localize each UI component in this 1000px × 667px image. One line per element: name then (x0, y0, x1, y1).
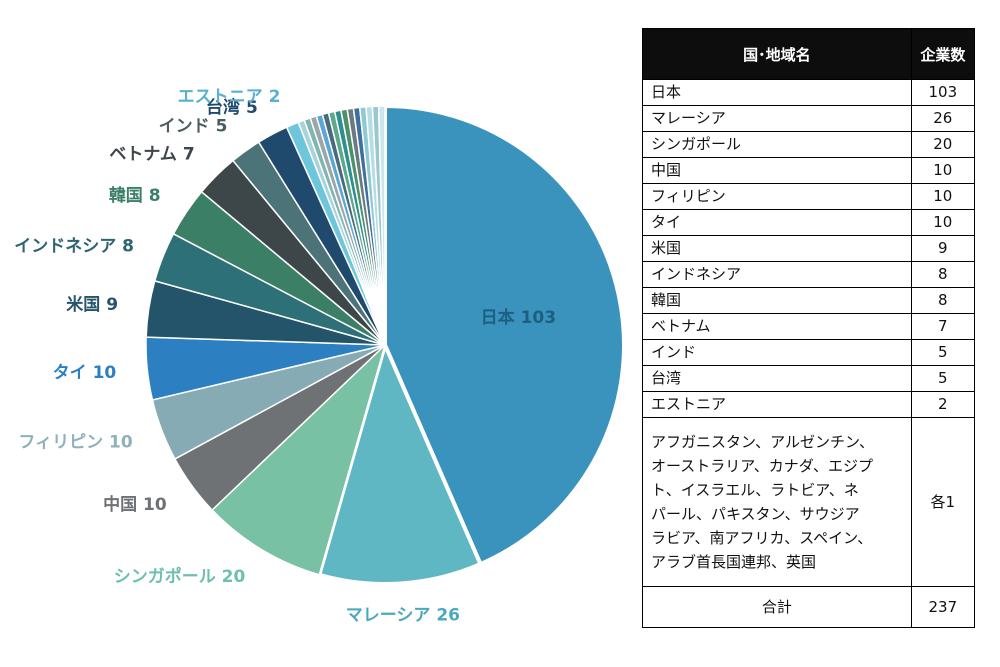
row-country: ベトナム (642, 313, 912, 340)
pie-slice (211, 342, 387, 576)
row-count: 10 (910, 209, 976, 236)
row-country: 日本 (642, 79, 912, 106)
others-line: ラビア、南アフリカ、スペイン、 (651, 529, 873, 547)
table-row: ベトナム 7 (642, 313, 976, 340)
row-count: 103 (910, 79, 976, 106)
row-count: 26 (910, 105, 976, 132)
row-country: 中国 (642, 157, 912, 184)
row-country: 米国 (642, 235, 912, 262)
table-row: 中国 10 (642, 157, 976, 184)
others-line: オーストラリア、カナダ、エジプ (651, 457, 874, 475)
others-count: 各1 (910, 417, 976, 587)
table-row: タイ 10 (642, 209, 976, 236)
row-count: 7 (910, 313, 976, 340)
pie-slice (383, 103, 626, 567)
row-country: インド (642, 339, 912, 366)
row-country: インドネシア (642, 261, 912, 288)
slice-label: タイ 10 (53, 363, 117, 383)
table-row: インドネシア 8 (642, 261, 976, 288)
table-row: 米国 9 (642, 235, 976, 262)
table-row: 韓国 8 (642, 287, 976, 314)
table-row: マレーシア 26 (642, 105, 976, 132)
slice-label: ベトナム 7 (109, 144, 194, 164)
row-count: 8 (910, 287, 976, 314)
header-count: 企業数 (910, 28, 976, 80)
slice-label: マレーシア 26 (346, 605, 460, 625)
slice-label: 日本 103 (481, 307, 556, 328)
row-country: フィリピン (642, 183, 912, 210)
pie-slices (145, 103, 626, 586)
slice-label: 中国 10 (103, 494, 167, 515)
row-count: 10 (910, 183, 976, 210)
table-header-row: 国･地域名 企業数 (642, 28, 976, 80)
table-row: 台湾 5 (642, 365, 976, 392)
slice-label: 韓国 8 (109, 185, 161, 206)
table-row-total: 合計 237 (642, 586, 976, 628)
others-line: ト、イスラエル、ラトビア、ネ (651, 481, 859, 499)
slice-label: 台湾 5 (206, 97, 258, 118)
row-country: タイ (642, 209, 912, 236)
slice-label: フィリピン 10 (18, 432, 132, 452)
table-row-others: アフガニスタン、アルゼンチン、 オーストラリア、カナダ、エジプ ト、イスラエル、… (642, 417, 976, 587)
country-table: 国･地域名 企業数 日本 103 マレーシア 26 シンガポール 20 中国 10 フィリピン 1… (642, 28, 976, 628)
company-count-table: 国･地域名 企業数 日本 103 マレーシア 26 シンガポール 20 中国 10 フィリピン 1… (642, 28, 976, 628)
slice-label: エストニア 2 (178, 87, 281, 107)
row-count: 10 (910, 157, 976, 184)
row-count: 9 (910, 235, 976, 262)
pie-slice (316, 339, 484, 586)
table-row: エストニア 2 (642, 391, 976, 418)
table-row: インド 5 (642, 339, 976, 366)
header-country: 国･地域名 (642, 28, 912, 80)
total-value: 237 (910, 586, 976, 628)
slice-label: シンガポール 20 (114, 566, 246, 587)
others-country-list: アフガニスタン、アルゼンチン、 オーストラリア、カナダ、エジプ ト、イスラエル、… (642, 417, 912, 587)
row-count: 2 (910, 391, 976, 418)
table-row: 日本 103 (642, 79, 976, 106)
pie-slice (377, 105, 386, 346)
row-country: シンガポール (642, 131, 912, 158)
row-count: 5 (910, 339, 976, 366)
others-line: アラブ首長国連邦、英国 (651, 553, 817, 571)
others-line: アフガニスタン、アルゼンチン、 (651, 433, 875, 451)
others-line: パール、パキスタン、サウジア (651, 505, 860, 523)
table-row: シンガポール 20 (642, 131, 976, 158)
row-country: エストニア (642, 391, 912, 418)
slice-label: インド 5 (159, 117, 228, 137)
row-country: 台湾 (642, 365, 912, 392)
total-label: 合計 (642, 586, 912, 628)
row-country: マレーシア (642, 105, 912, 132)
pie-chart: 日本 103 マレーシア 26 シンガポール 20 中国 10 フィリピン 10 タイ 1… (14, 87, 626, 625)
row-country: 韓国 (642, 287, 912, 314)
pie-labels: 日本 103 マレーシア 26 シンガポール 20 中国 10 フィリピン 10 タイ 1… (14, 87, 556, 625)
table-row: フィリピン 10 (642, 183, 976, 210)
row-count: 20 (910, 131, 976, 158)
slice-label: 米国 9 (66, 294, 118, 315)
row-count: 5 (910, 365, 976, 392)
row-count: 8 (910, 261, 976, 288)
slice-label: インドネシア 8 (14, 236, 134, 256)
